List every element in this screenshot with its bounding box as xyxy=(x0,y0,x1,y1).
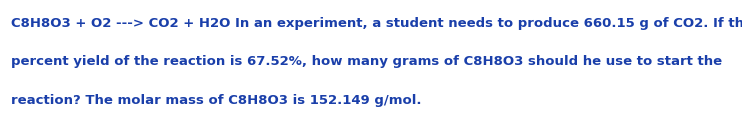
Text: percent yield of the reaction is 67.52%, how many grams of C8H8O3 should he use : percent yield of the reaction is 67.52%,… xyxy=(11,55,722,68)
Text: reaction? The molar mass of C8H8O3 is 152.149 g/mol.: reaction? The molar mass of C8H8O3 is 15… xyxy=(11,94,421,107)
Text: C8H8O3 + O2 ---> CO2 + H2O In an experiment, a student needs to produce 660.15 g: C8H8O3 + O2 ---> CO2 + H2O In an experim… xyxy=(11,17,742,30)
